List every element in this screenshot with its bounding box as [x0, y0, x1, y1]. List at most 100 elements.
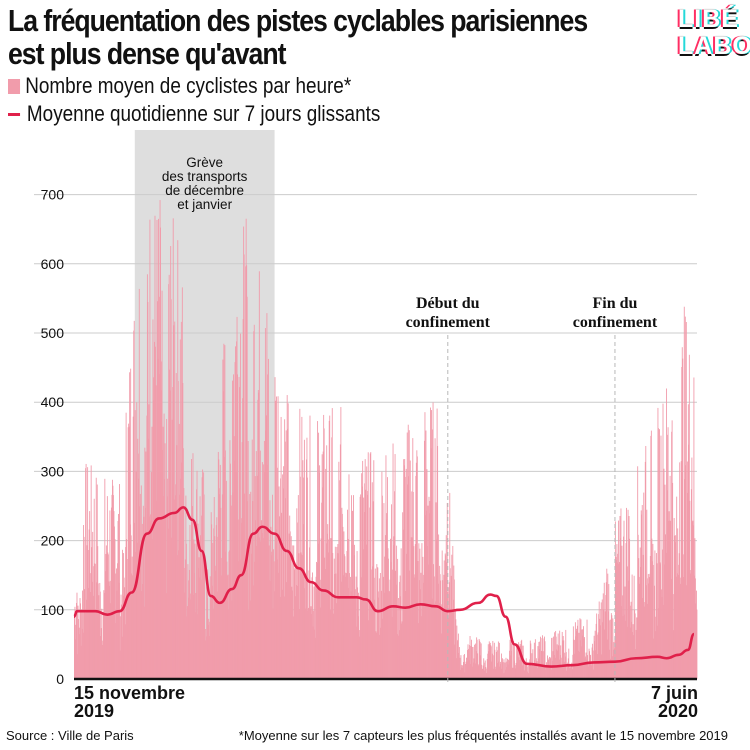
hourly-bar: [135, 551, 137, 679]
hourly-bar: [137, 438, 139, 679]
hourly-bar: [115, 623, 116, 679]
hourly-bar: [632, 624, 634, 679]
hourly-bar: [139, 493, 141, 679]
hourly-bar: [274, 377, 276, 679]
hourly-bar: [85, 468, 87, 679]
hourly-bar: [275, 529, 277, 679]
hourly-bar: [192, 506, 193, 679]
hourly-bar: [401, 621, 403, 679]
hourly-bar: [600, 602, 602, 679]
hourly-bar: [359, 630, 361, 679]
hourly-bar: [635, 629, 637, 679]
legend-bars-swatch: [8, 78, 21, 94]
hourly-bar: [331, 437, 333, 679]
hourly-bar: [266, 374, 268, 679]
hourly-bar: [92, 566, 94, 679]
hourly-bar: [410, 606, 412, 679]
hourly-bar: [180, 478, 182, 679]
hourly-bar: [77, 605, 79, 679]
hourly-bar: [467, 650, 468, 679]
hourly-bar: [381, 495, 383, 679]
hourly-bar: [150, 472, 152, 679]
hourly-bar: [582, 629, 584, 679]
hourly-bar: [170, 299, 172, 679]
hourly-bar: [549, 658, 551, 679]
hourly-bar: [465, 663, 466, 679]
hourly-bar: [293, 569, 295, 679]
hourly-bar: [176, 555, 178, 679]
hourly-bar: [400, 596, 402, 679]
hourly-bar: [609, 619, 611, 679]
hourly-bar: [359, 496, 361, 679]
hourly-bar: [492, 668, 494, 679]
legend-line-label: Moyenne quotidienne sur 7 jours glissant…: [26, 101, 381, 126]
hourly-bar: [463, 655, 465, 679]
hourly-bar: [629, 538, 631, 679]
hourly-bar: [650, 430, 652, 679]
hourly-bar: [507, 658, 508, 679]
hourly-bar: [295, 585, 297, 679]
hourly-bar: [282, 474, 284, 679]
hourly-bar: [390, 561, 392, 679]
hourly-bar: [216, 517, 218, 679]
hourly-bar: [649, 573, 651, 679]
hourly-bar: [235, 471, 237, 679]
hourly-bar: [233, 374, 234, 679]
hourly-bar: [104, 478, 106, 679]
hourly-bar: [94, 563, 96, 679]
hourly-bar: [203, 472, 205, 679]
hourly-bar: [430, 448, 432, 679]
hourly-bar: [672, 594, 674, 679]
hourly-bar: [658, 608, 660, 679]
hourly-bar: [572, 626, 574, 679]
hourly-bar: [267, 464, 269, 679]
hourly-bar: [87, 587, 89, 679]
hourly-bar: [693, 575, 695, 679]
hourly-bar: [389, 591, 390, 679]
hourly-bar: [601, 599, 603, 679]
hourly-bar: [590, 665, 592, 679]
hourly-bar: [435, 601, 437, 679]
hourly-bar: [632, 632, 634, 679]
hourly-bar: [638, 583, 640, 679]
hourly-bar: [568, 663, 570, 679]
hourly-bar: [561, 657, 563, 679]
hourly-bar: [415, 462, 417, 679]
hourly-bar: [76, 592, 78, 679]
hourly-bar: [637, 466, 639, 679]
hourly-bar: [496, 650, 498, 679]
hourly-bar: [595, 623, 597, 679]
hourly-bar: [169, 369, 171, 679]
hourly-bar: [87, 467, 89, 679]
hourly-bar: [257, 399, 259, 679]
hourly-bar: [141, 523, 143, 679]
hourly-bar: [360, 577, 362, 679]
hourly-bar: [444, 553, 446, 679]
hourly-bar: [488, 641, 490, 679]
hourly-bar: [316, 563, 318, 679]
hourly-bar: [556, 644, 558, 679]
hourly-bar: [455, 619, 457, 679]
hourly-bar: [362, 460, 364, 679]
hourly-bar: [305, 608, 307, 679]
hourly-bar: [117, 521, 119, 679]
hourly-bar: [331, 408, 333, 679]
hourly-bar: [428, 564, 429, 679]
hourly-bar: [501, 658, 503, 679]
hourly-bar: [603, 609, 605, 679]
hourly-bar: [319, 465, 321, 679]
hourly-bar: [74, 616, 75, 679]
annotation-label-2: Fin du confinement: [573, 295, 658, 331]
hourly-bar: [569, 666, 571, 679]
hourly-bar: [276, 396, 277, 679]
hourly-bar: [297, 495, 299, 679]
hourly-bar: [337, 544, 339, 679]
hourly-bar: [194, 573, 195, 679]
hourly-bar: [199, 496, 201, 679]
hourly-bar: [161, 361, 163, 679]
hourly-bar: [509, 639, 511, 679]
hourly-bar: [685, 465, 687, 679]
hourly-bar: [193, 539, 195, 679]
hourly-bar: [119, 484, 120, 679]
hourly-bar: [539, 649, 541, 679]
